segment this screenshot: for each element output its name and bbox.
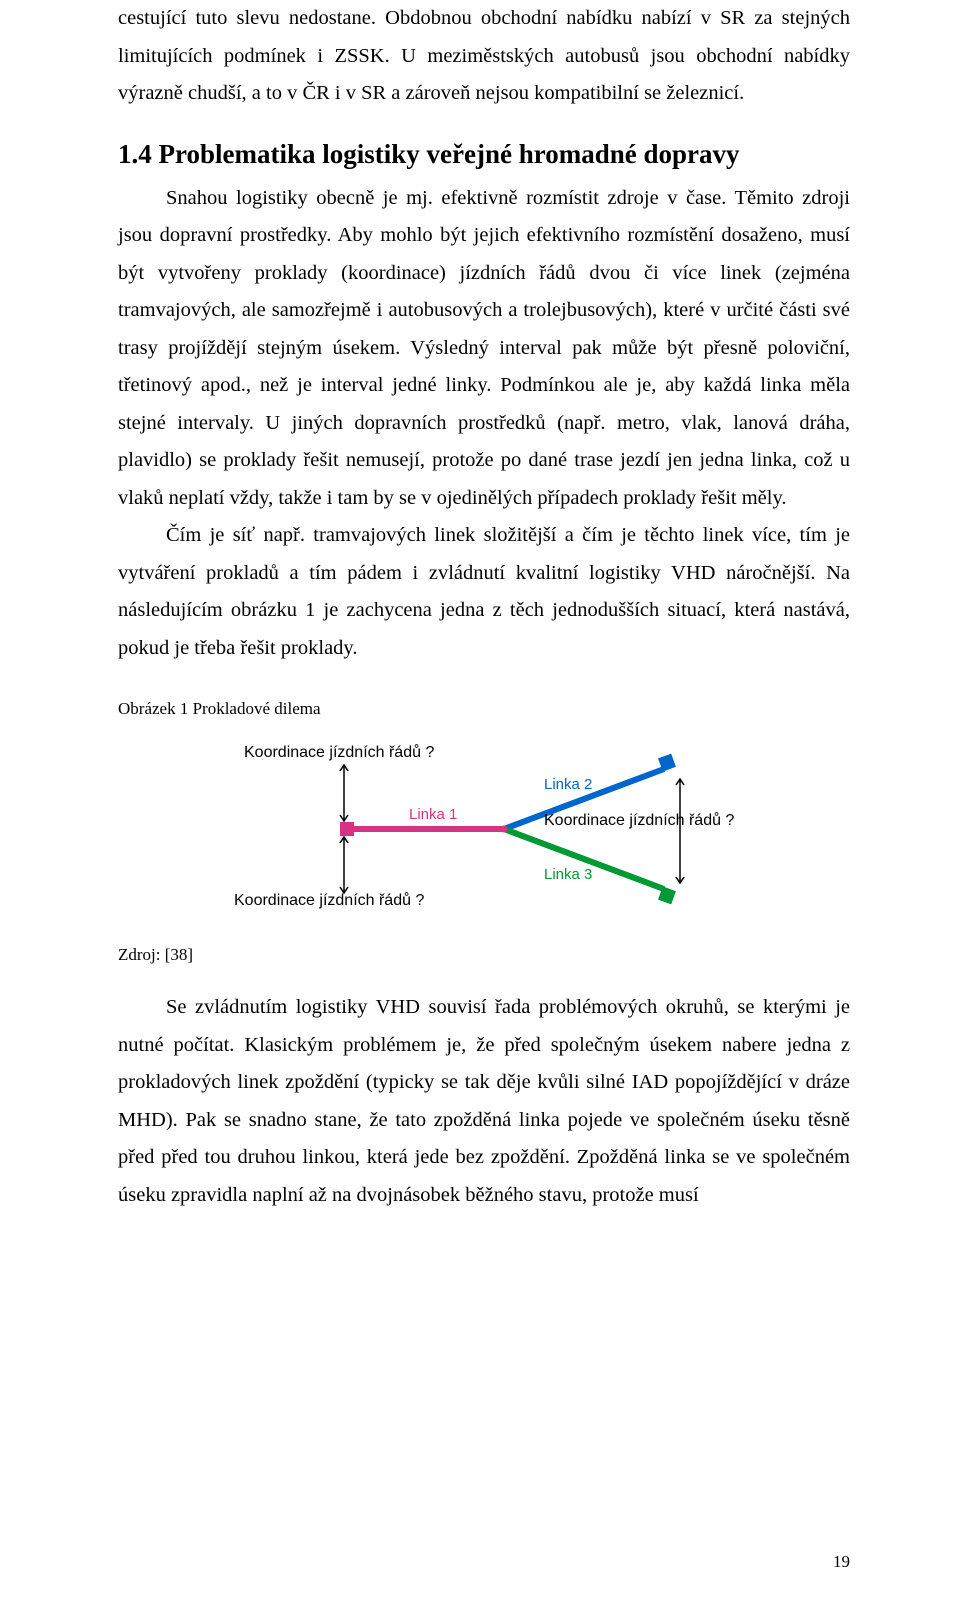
- svg-text:Linka 3: Linka 3: [544, 866, 592, 883]
- figure-caption: Obrázek 1 Prokladové dilema: [118, 699, 850, 719]
- page-number: 19: [833, 1552, 850, 1572]
- figure-source: Zdroj: [38]: [118, 945, 850, 965]
- paragraph-intro: cestující tuto slevu nedostane. Obdobnou…: [118, 0, 850, 113]
- figure-diagram: Linka 1 Linka 2 Linka 3 Koordinace jízdních…: [118, 729, 850, 929]
- svg-text:Linka 2: Linka 2: [544, 776, 592, 793]
- svg-text:Koordinace jízdních řádů ?: Koordinace jízdních řádů ?: [244, 743, 434, 761]
- paragraph-body-2: Čím je síť např. tramvajových linek slož…: [118, 517, 850, 667]
- svg-text:Linka 1: Linka 1: [409, 806, 457, 823]
- prokladove-dilema-diagram: Linka 1 Linka 2 Linka 3 Koordinace jízdních…: [224, 729, 744, 929]
- section-heading: 1.4 Problematika logistiky veřejné hroma…: [118, 139, 850, 170]
- paragraph-body-3: Se zvládnutím logistiky VHD souvisí řada…: [118, 989, 850, 1214]
- svg-text:Koordinace jízdních řádů ?: Koordinace jízdních řádů ?: [544, 811, 734, 829]
- paragraph-body-1: Snahou logistiky obecně je mj. efektivně…: [118, 180, 850, 518]
- svg-text:Koordinace jízdních řádů ?: Koordinace jízdních řádů ?: [234, 891, 424, 909]
